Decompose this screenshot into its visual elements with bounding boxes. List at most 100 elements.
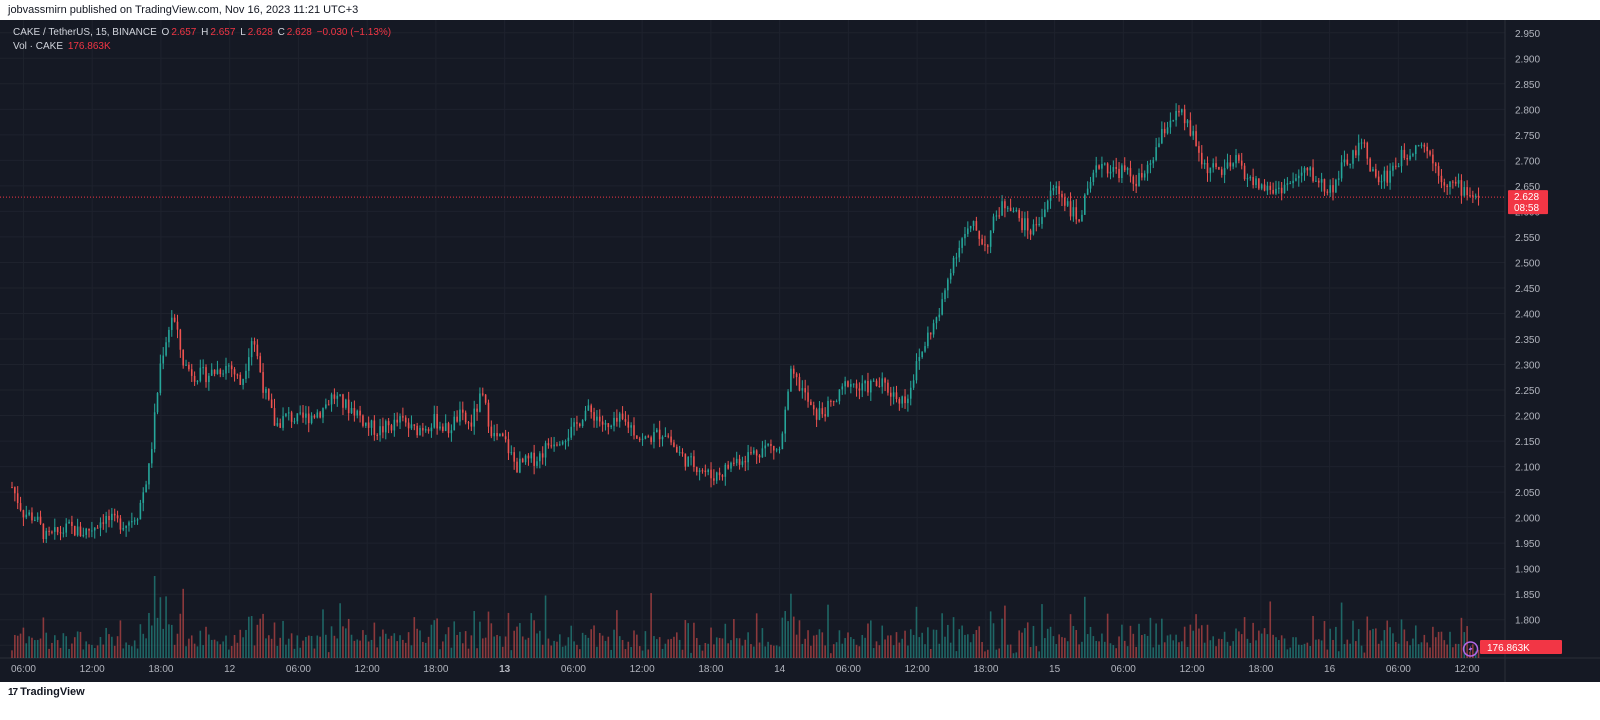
volume-bar — [210, 639, 213, 658]
volume-bar — [847, 632, 849, 658]
volume-bar — [821, 632, 824, 658]
candle-body — [556, 444, 558, 446]
candle-body — [781, 433, 784, 450]
candle-body — [510, 452, 513, 454]
volume-bar — [675, 632, 678, 658]
candle-body — [1303, 167, 1306, 173]
volume-bar — [1021, 632, 1023, 658]
candle-body — [972, 221, 975, 227]
tradingview-logo[interactable]: 17 TradingView — [8, 686, 85, 698]
candle-body — [969, 226, 972, 229]
x-tick-label: 14 — [774, 664, 786, 675]
volume-bar — [604, 640, 607, 658]
candle-body — [19, 503, 22, 511]
volume-bar — [961, 625, 963, 658]
volume-bar — [1300, 644, 1303, 658]
volume-bar — [25, 643, 28, 658]
volume-bar — [850, 637, 852, 658]
x-tick-label: 12:00 — [1180, 664, 1205, 675]
candle-body — [807, 392, 809, 402]
candle-body — [1389, 170, 1391, 183]
volume-bar — [944, 636, 946, 658]
volume-label[interactable]: Vol · CAKE — [13, 41, 64, 52]
volume-bar — [1292, 637, 1294, 658]
volume-bar — [929, 648, 932, 658]
symbol-label[interactable]: CAKE / TetherUS, 15, BINANCE — [13, 27, 157, 38]
volume-bar — [48, 648, 50, 658]
volume-bar — [601, 635, 604, 658]
volume-bar — [256, 624, 259, 658]
volume-bar — [1026, 622, 1029, 658]
volume-bar — [724, 623, 727, 658]
volume-bar — [148, 612, 150, 658]
volume-bar — [647, 649, 650, 658]
volume-bar — [616, 610, 618, 658]
candle-body — [113, 513, 116, 516]
candle-body — [233, 369, 236, 375]
volume-bar — [1255, 640, 1257, 658]
volume-bar — [1306, 642, 1309, 658]
candle-body — [764, 445, 767, 449]
grid-lines — [0, 20, 1600, 682]
volume-bar — [838, 630, 841, 658]
volume-bar — [293, 648, 296, 658]
volume-bar — [51, 642, 53, 658]
volume-bar — [1078, 644, 1080, 658]
y-tick-label: 2.700 — [1515, 156, 1540, 167]
candle-body — [1115, 167, 1117, 169]
candle-body — [1315, 180, 1317, 182]
candle-body — [1101, 164, 1103, 169]
volume-bar — [188, 638, 190, 658]
candle-body — [1004, 201, 1006, 209]
volume-bar — [1278, 640, 1280, 658]
volume-bar — [173, 644, 176, 658]
volume-bar — [142, 633, 145, 658]
candle-body — [1474, 195, 1477, 197]
volume-bar — [852, 639, 855, 658]
volume-bar — [1386, 620, 1389, 658]
candle-body — [872, 380, 875, 382]
candle-body — [102, 522, 105, 524]
volume-bar — [1286, 649, 1289, 658]
candle-body — [773, 445, 775, 451]
volume-bar — [695, 637, 698, 658]
chart-panel[interactable]: 2.9502.9002.8502.8002.7502.7002.6502.600… — [0, 20, 1600, 682]
candle-body — [1440, 175, 1443, 183]
candle-body — [31, 512, 33, 521]
candle-body — [576, 422, 578, 424]
candle-body — [1175, 111, 1177, 121]
candle-body — [336, 395, 339, 399]
candle-body — [131, 521, 133, 523]
candle-body — [1280, 187, 1283, 194]
candle-body — [516, 461, 518, 473]
price-chart[interactable]: 2.9502.9002.8502.8002.7502.7002.6502.600… — [0, 20, 1600, 682]
volume-bar — [422, 641, 424, 658]
x-tick-label: 18:00 — [148, 664, 173, 675]
x-tick-label: 06:00 — [1386, 664, 1411, 675]
candle-body — [193, 375, 196, 382]
candle-body — [462, 409, 464, 413]
volume-bar — [792, 616, 795, 658]
volume-bar — [744, 639, 747, 658]
volume-bar — [1129, 625, 1132, 658]
candle-body — [638, 438, 641, 440]
volume-bar — [347, 618, 350, 658]
volume-bar — [1375, 628, 1377, 658]
volume-bar — [1443, 640, 1446, 658]
candle-body — [1189, 120, 1192, 136]
candle-body — [139, 502, 142, 520]
y-tick-label: 1.850 — [1515, 590, 1540, 601]
volume-bar — [1366, 616, 1369, 658]
candle-body — [1429, 151, 1431, 155]
volume-bar — [881, 625, 884, 658]
volume-bar — [1452, 647, 1454, 658]
volume-bar — [1423, 634, 1426, 658]
volume-bar — [14, 634, 16, 658]
candle-body — [733, 462, 735, 464]
candle-body — [159, 363, 162, 393]
candle-body — [858, 388, 861, 391]
candle-body — [168, 329, 170, 343]
volume-bar — [413, 617, 416, 658]
candle-body — [396, 419, 398, 423]
candle-body — [1409, 155, 1411, 160]
